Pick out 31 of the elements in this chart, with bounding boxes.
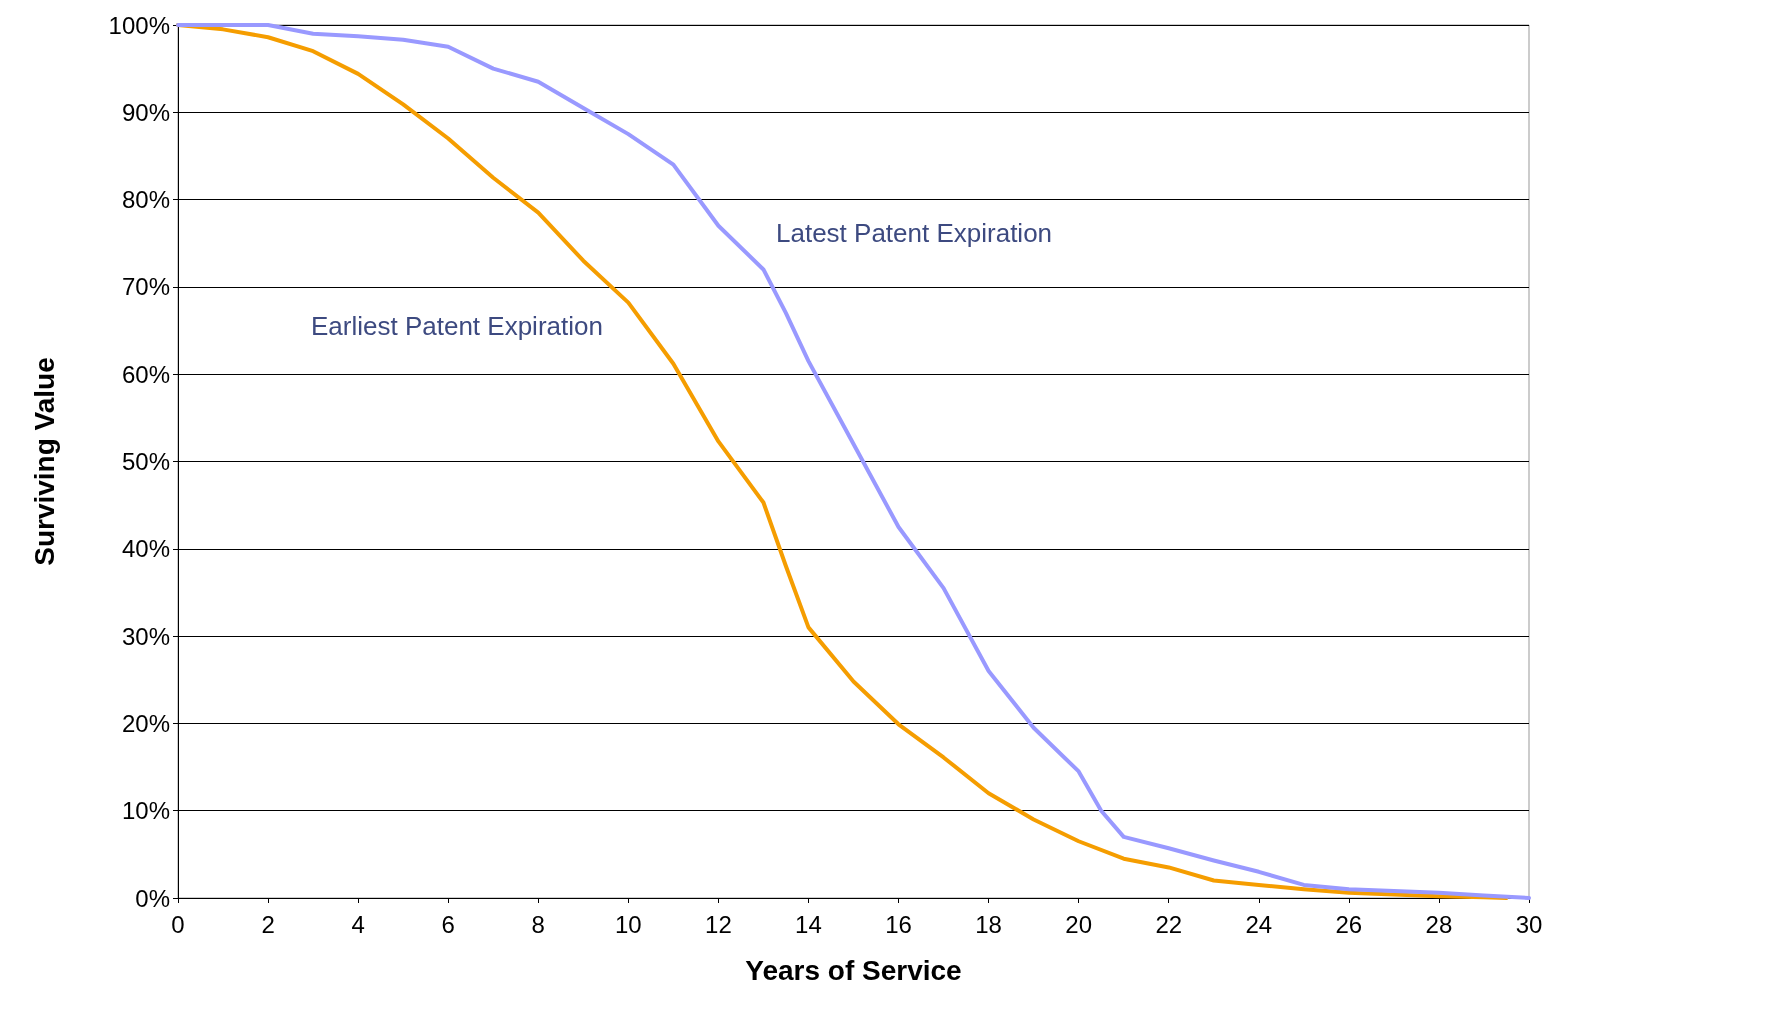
y-tick-label: 30% (121, 622, 170, 650)
y-tick-label: 80% (121, 186, 170, 214)
y-axis-title: Surviving Value (28, 357, 60, 566)
x-tick-label: 26 (1335, 910, 1363, 938)
y-tick-label: 60% (121, 360, 170, 388)
x-tick-label: 20 (1065, 910, 1093, 938)
x-tick-label: 8 (531, 910, 545, 938)
y-tick-label: 20% (121, 709, 170, 737)
y-tick-label: 0% (135, 884, 170, 912)
y-tick-label: 90% (121, 98, 170, 126)
x-tick-label: 30 (1515, 910, 1543, 938)
x-axis-title: Years of Service (745, 954, 962, 986)
x-tick-label: 22 (1155, 910, 1183, 938)
x-tick-label: 16 (885, 910, 912, 938)
x-tick-label: 18 (975, 910, 1002, 938)
x-tick-label: 4 (351, 910, 365, 938)
x-tick-label: 12 (705, 910, 732, 938)
y-tick-label: 70% (121, 273, 170, 301)
series-label: Latest Patent Expiration (776, 218, 1053, 248)
x-tick-label: 24 (1245, 910, 1273, 938)
x-tick-label: 0 (171, 910, 185, 938)
y-tick-label: 100% (108, 11, 170, 39)
x-tick-label: 6 (441, 910, 455, 938)
y-tick-label: 10% (121, 797, 170, 825)
x-tick-label: 2 (261, 910, 275, 938)
series-label: Earliest Patent Expiration (311, 311, 603, 341)
x-tick-label: 14 (795, 910, 822, 938)
y-tick-label: 50% (121, 448, 170, 475)
y-tick-label: 40% (121, 535, 170, 563)
x-tick-label: 28 (1425, 910, 1453, 938)
x-tick-label: 10 (614, 910, 642, 938)
